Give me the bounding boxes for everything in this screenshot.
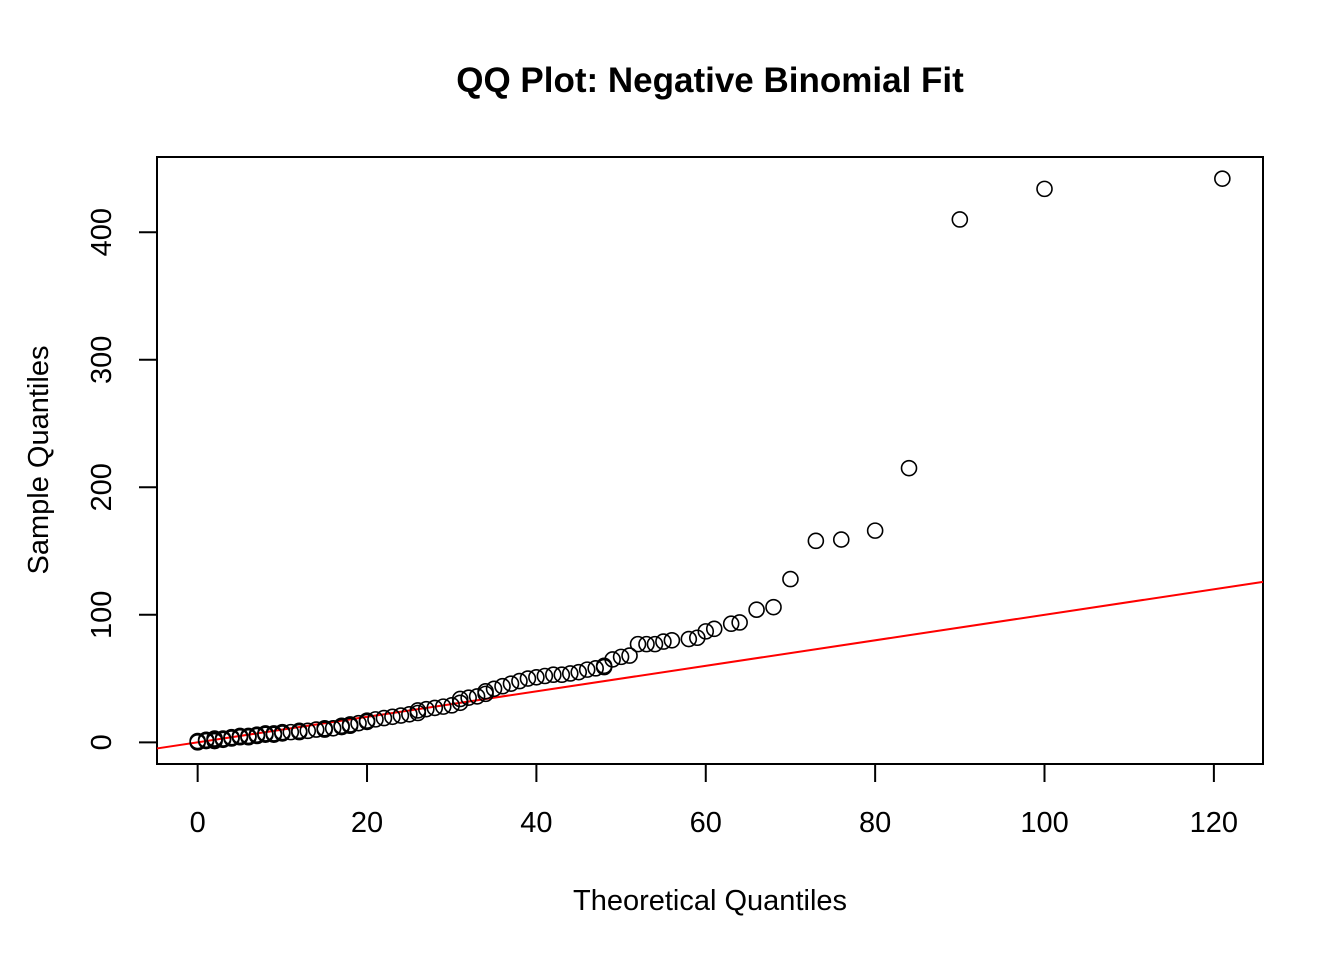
data-point	[553, 666, 571, 684]
data-point	[223, 728, 240, 746]
data-point	[765, 598, 782, 616]
data-point	[401, 705, 418, 723]
data-point	[832, 531, 850, 548]
data-point	[214, 730, 232, 747]
data-point	[612, 648, 630, 666]
y-tick-label: 100	[86, 591, 118, 639]
data-point	[646, 635, 664, 653]
data-point	[206, 730, 223, 747]
y-axis: 0 100 200 300 400	[86, 208, 158, 750]
data-point	[350, 714, 367, 732]
x-tick-label: 40	[520, 807, 552, 839]
data-point	[341, 716, 359, 733]
data-point	[451, 690, 469, 708]
data-point	[485, 680, 503, 698]
data-point	[409, 702, 427, 719]
data-point	[604, 651, 621, 668]
data-point	[866, 522, 884, 539]
data-point	[460, 689, 477, 706]
data-point	[502, 675, 520, 692]
data-point	[680, 630, 698, 648]
data-point	[655, 633, 672, 650]
data-point	[375, 709, 393, 727]
data-point	[595, 658, 613, 676]
data-point	[528, 668, 545, 686]
data-point	[638, 635, 655, 653]
y-tick-label: 0	[86, 734, 118, 750]
data-point	[519, 670, 537, 687]
data-point	[384, 708, 401, 726]
data-point	[807, 532, 825, 550]
data-point	[900, 459, 918, 477]
x-axis: 0 20 40 60 80 100 120	[190, 763, 1238, 839]
data-point	[240, 727, 257, 745]
data-point	[587, 660, 604, 677]
x-tick-label: 60	[690, 807, 722, 839]
data-point	[570, 663, 588, 681]
data-point	[578, 661, 596, 678]
data-point	[367, 711, 384, 728]
data-point	[392, 707, 410, 724]
data-point	[621, 647, 638, 664]
y-tick-label: 300	[86, 336, 118, 384]
data-point	[663, 632, 681, 649]
data-point	[341, 717, 359, 735]
data-point	[511, 672, 528, 690]
data-point	[307, 721, 325, 738]
data-point	[274, 723, 291, 741]
chart-title: QQ Plot: Negative Binomial Fit	[456, 61, 964, 100]
data-point	[477, 683, 494, 700]
y-tick-label: 400	[86, 208, 118, 256]
data-point	[722, 615, 740, 633]
data-point	[316, 719, 333, 737]
y-tick-label: 200	[86, 463, 118, 511]
data-point	[358, 712, 376, 729]
data-point	[451, 694, 469, 712]
data-point	[951, 211, 969, 228]
x-tick-label: 20	[351, 807, 383, 839]
data-point	[494, 677, 511, 695]
data-point	[418, 700, 435, 718]
y-axis-label: Sample Quantiles	[23, 346, 55, 575]
data-point	[731, 614, 748, 631]
reference-line-layer	[156, 580, 1264, 750]
data-point	[282, 723, 300, 741]
data-point	[248, 726, 266, 743]
data-point	[705, 620, 723, 638]
data-point	[545, 666, 562, 684]
x-tick-label: 0	[190, 807, 206, 839]
data-point	[536, 667, 554, 685]
data-point	[782, 570, 799, 588]
data-point	[688, 629, 706, 647]
data-point	[333, 717, 350, 735]
x-tick-label: 80	[859, 807, 891, 839]
reference-line	[156, 580, 1264, 750]
data-point	[231, 727, 249, 745]
data-point	[629, 635, 647, 653]
data-point	[324, 719, 342, 737]
points-layer	[189, 170, 1231, 751]
data-point	[197, 731, 215, 749]
data-point	[595, 657, 613, 675]
x-tick-label: 100	[1020, 807, 1068, 839]
data-point	[443, 697, 461, 714]
data-point	[299, 722, 317, 740]
data-point	[468, 688, 486, 705]
data-point	[1036, 180, 1053, 198]
x-axis-label: Theoretical Quantiles	[573, 885, 847, 917]
data-point	[561, 665, 579, 682]
data-point	[265, 725, 283, 742]
data-point	[748, 601, 765, 618]
data-point	[426, 699, 444, 717]
data-point	[1214, 170, 1231, 187]
x-tick-label: 120	[1190, 807, 1238, 839]
data-point	[697, 623, 715, 640]
data-point	[257, 725, 274, 742]
plot-frame	[156, 156, 1264, 765]
data-point	[189, 732, 206, 750]
data-point	[434, 698, 452, 715]
data-point	[290, 722, 308, 740]
